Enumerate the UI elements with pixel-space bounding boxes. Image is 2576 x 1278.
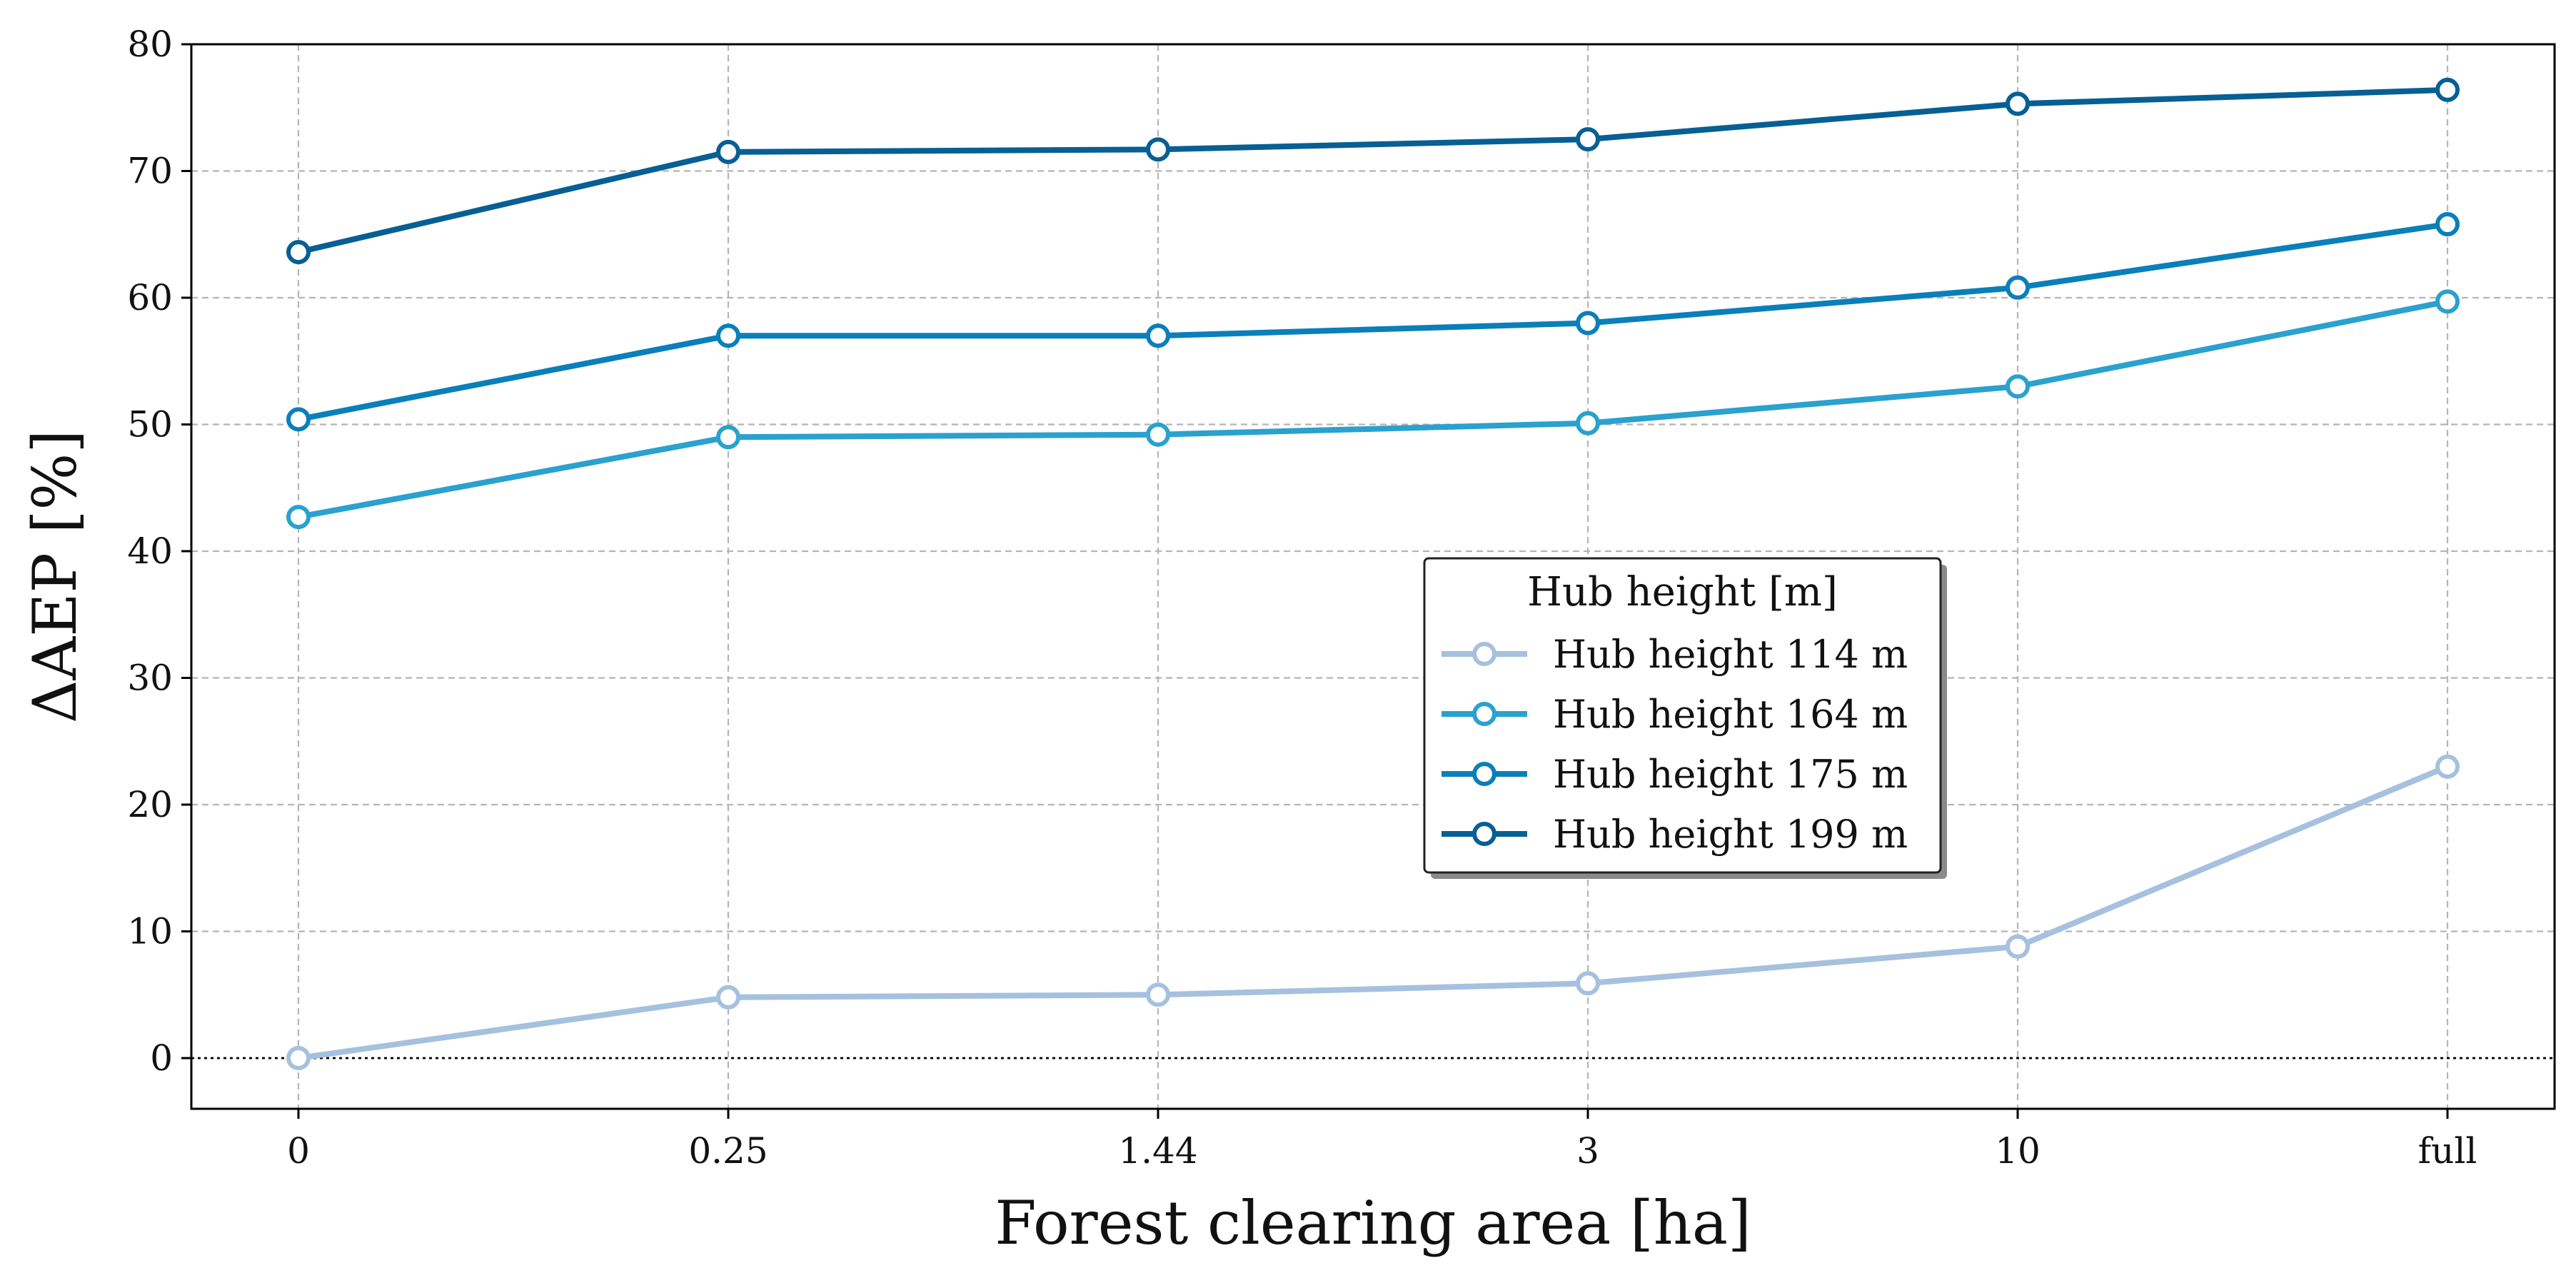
- y-tick-label: 0: [150, 1037, 173, 1079]
- data-point: [1146, 982, 1170, 1007]
- data-point: [716, 323, 740, 348]
- x-tick-label: full: [2418, 1130, 2477, 1172]
- series-group: [286, 77, 2460, 265]
- data-point: [286, 505, 311, 530]
- data-point: [286, 240, 311, 265]
- y-tick-label: 30: [127, 658, 173, 699]
- series-group: [286, 212, 2460, 432]
- y-tick-label: 70: [127, 151, 173, 192]
- data-point: [2435, 212, 2460, 237]
- data-point: [1576, 411, 1600, 436]
- legend-entry: Hub height 199 m: [1442, 812, 1908, 857]
- data-point: [716, 985, 740, 1010]
- plot-frame: [190, 43, 2556, 1110]
- legend-title: Hub height [m]: [1527, 569, 1838, 615]
- legend-entries: Hub height 114 m Hub height 164 m Hub heig…: [1442, 632, 1908, 857]
- x-tick-label: 3: [1576, 1130, 1599, 1172]
- series-line: [298, 221, 2448, 423]
- legend-entry: Hub height 164 m: [1442, 692, 1908, 737]
- data-point: [1146, 422, 1170, 447]
- legend-swatch-marker: [1472, 642, 1496, 666]
- series-line: [298, 86, 2448, 255]
- data-point: [2006, 934, 2030, 959]
- data-point: [286, 407, 311, 432]
- legend-entry: Hub height 114 m: [1442, 632, 1908, 677]
- grid: [191, 43, 2555, 1109]
- data-point: [1146, 137, 1170, 162]
- data-point: [1576, 311, 1600, 336]
- x-tick-label: 10: [1995, 1130, 2041, 1172]
- legend-swatch-marker: [1472, 822, 1496, 846]
- legend-label: Hub height 199 m: [1553, 812, 1908, 857]
- y-tick-label: 10: [127, 911, 173, 952]
- data-point: [2435, 77, 2460, 102]
- x-tick-label: 0.25: [688, 1130, 768, 1172]
- legend-swatch-marker: [1472, 762, 1496, 786]
- x-tick-label: 0: [287, 1130, 310, 1172]
- data-point: [2435, 289, 2460, 314]
- series-line: [298, 298, 2448, 520]
- data-point: [2435, 754, 2460, 779]
- legend-label: Hub height 164 m: [1553, 692, 1908, 737]
- y-tick-label: 60: [127, 277, 173, 318]
- y-tick-label: 50: [127, 404, 173, 446]
- y-tick-label: 40: [127, 530, 173, 572]
- data-point: [2006, 374, 2030, 399]
- y-axis-label: ΔAEP [%]: [20, 430, 90, 723]
- legend-entry: Hub height 175 m: [1442, 752, 1908, 797]
- series-group: [286, 289, 2460, 530]
- series-line: [298, 764, 2449, 1061]
- legend-label: Hub height 175 m: [1553, 752, 1908, 797]
- legend-box: [1423, 557, 1942, 874]
- data-point: [716, 425, 740, 450]
- data-point: [2006, 91, 2030, 116]
- data-point: [1576, 971, 1600, 996]
- data-point: [2006, 275, 2030, 300]
- data-point: [1576, 127, 1600, 152]
- x-tick-label: 1.44: [1118, 1130, 1197, 1172]
- legend-label: Hub height 114 m: [1553, 632, 1908, 677]
- series-lines: [286, 77, 2460, 1070]
- data-point: [286, 1046, 311, 1070]
- series-group: [286, 754, 2460, 1070]
- data-point: [716, 139, 740, 164]
- legend-swatch-marker: [1472, 702, 1496, 726]
- axis-ticks: 0 0.25 1.44 3 10 full 0 10 20 30 40 50 60 70 80: [127, 24, 2477, 1172]
- y-tick-label: 80: [127, 24, 173, 65]
- data-point: [1146, 323, 1170, 348]
- x-axis-label: Forest clearing area [ha]: [995, 1188, 1751, 1258]
- y-tick-label: 20: [127, 784, 173, 825]
